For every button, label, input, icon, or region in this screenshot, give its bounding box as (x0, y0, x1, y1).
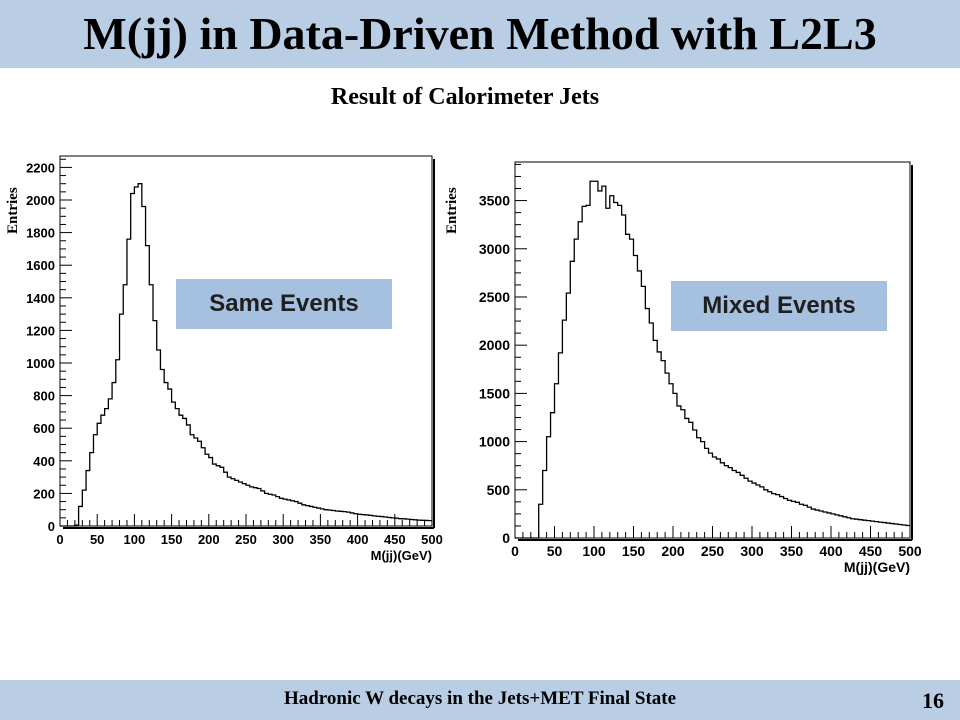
y-tick-label: 800 (33, 389, 55, 404)
y-tick-label: 3000 (479, 241, 510, 257)
slide-title: M(jj) in Data-Driven Method with L2L3 (83, 8, 877, 59)
x-tick-label: 250 (701, 543, 725, 559)
y-tick-label: 1600 (26, 258, 55, 273)
y-tick-label: 500 (487, 482, 511, 498)
x-tick-label: 250 (235, 532, 257, 547)
title-banner (0, 0, 960, 68)
x-axis-label: M(jj)(GeV) (844, 559, 910, 575)
x-tick-label: 350 (780, 543, 804, 559)
x-tick-label: 300 (272, 532, 294, 547)
y-tick-label: 600 (33, 421, 55, 436)
x-tick-label: 350 (310, 532, 332, 547)
x-tick-label: 0 (511, 543, 519, 559)
y-tick-label: 2200 (26, 160, 55, 175)
x-tick-label: 50 (547, 543, 563, 559)
y-tick-label: 1000 (26, 356, 55, 371)
x-tick-label: 400 (819, 543, 843, 559)
x-tick-label: 300 (740, 543, 764, 559)
y-tick-label: 2000 (26, 193, 55, 208)
y-tick-label: 1000 (479, 434, 510, 450)
x-tick-label: 50 (90, 532, 104, 547)
y-tick-label: 1800 (26, 226, 55, 241)
y-axis-label-right: Entries (444, 187, 460, 234)
y-tick-label: 0 (48, 519, 55, 534)
x-tick-label: 150 (161, 532, 183, 547)
x-tick-label: 500 (898, 543, 922, 559)
slide-subtitle: Result of Calorimeter Jets (330, 84, 600, 110)
same-events-histogram: 0 50 100 150 200 250 300 350 400 450 500 0 200 400 600… (26, 155, 443, 563)
y-tick-label: 2500 (479, 289, 510, 305)
y-tick-label: 200 (33, 486, 55, 501)
y-tick-label: 400 (33, 454, 55, 469)
y-tick-label: 1400 (26, 291, 55, 306)
y-axis-label-left: Entries (5, 187, 21, 234)
footer-text: Hadronic W decays in the Jets+MET Final … (283, 688, 677, 709)
x-tick-label: 0 (56, 532, 63, 547)
plot-frame (59, 155, 433, 527)
mixed-events-histogram: 0 50 100 150 200 250 300 350 400 450 500 0 500 1000 15… (479, 161, 922, 575)
x-tick-label: 150 (622, 543, 646, 559)
x-tick-label: 450 (859, 543, 883, 559)
x-tick-label: 200 (198, 532, 220, 547)
x-tick-label: 500 (421, 532, 443, 547)
footer-banner (0, 680, 960, 720)
y-tick-label: 1200 (26, 323, 55, 338)
mixed-events-callout: Mixed Events (671, 281, 887, 331)
page-number: 16 (922, 688, 944, 713)
y-tick-label: 2000 (479, 337, 510, 353)
x-axis-label: M(jj)(GeV) (371, 548, 432, 563)
y-tick-label: 0 (502, 530, 510, 546)
x-tick-label: 400 (347, 532, 369, 547)
x-tick-label: 450 (384, 532, 406, 547)
x-tick-label: 200 (661, 543, 685, 559)
y-tick-label: 1500 (479, 385, 510, 401)
plot-frame (514, 161, 911, 539)
histogram-line (515, 180, 910, 539)
histogram-line (60, 183, 432, 527)
same-events-callout: Same Events (176, 279, 392, 329)
y-tick-label: 3500 (479, 193, 510, 209)
x-tick-label: 100 (124, 532, 146, 547)
x-tick-label: 100 (582, 543, 606, 559)
